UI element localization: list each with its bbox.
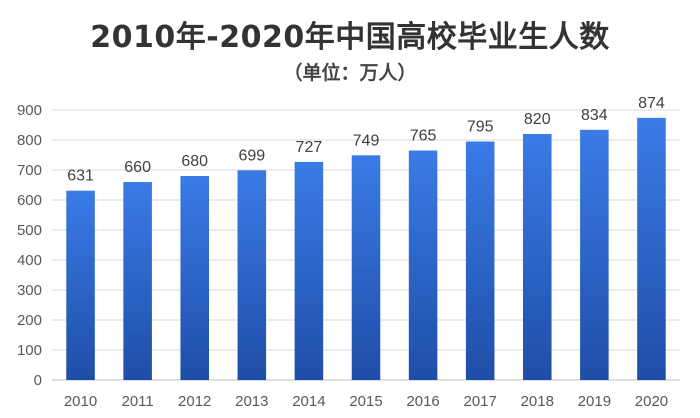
bar-2013 [237,170,267,380]
chart-title: 2010年-2020年中国高校毕业生人数 [90,20,610,55]
x-tick-label: 2012 [178,393,211,410]
x-tick-label: 2010 [64,393,97,410]
data-label: 874 [638,95,665,112]
data-label: 631 [67,168,94,185]
data-label: 680 [181,153,208,170]
bar-2010 [66,190,95,380]
data-label: 795 [467,119,494,136]
x-tick-label: 2014 [292,393,325,410]
data-label: 749 [353,132,380,149]
y-tick-label: 600 [17,192,42,209]
bar-2020 [637,117,666,381]
bar-2014 [294,161,324,380]
data-label: 660 [124,159,151,176]
data-label: 820 [524,111,551,128]
y-tick-label: 200 [17,312,42,329]
data-label: 727 [296,139,323,156]
bar-2015 [351,155,381,380]
y-tick-label: 500 [17,222,42,239]
bar-2018 [523,134,552,380]
bar-2012 [180,176,209,380]
x-tick-label: 2011 [122,393,154,410]
x-tick-label: 2013 [235,393,268,410]
data-label: 699 [238,147,265,164]
y-tick-label: 100 [17,342,42,359]
data-label: 765 [410,128,437,145]
y-tick-label: 400 [17,252,42,269]
y-tick-label: 0 [34,372,42,389]
bar-2017 [465,141,495,380]
bar-2019 [580,129,609,380]
x-tick-label: 2017 [463,393,496,410]
data-label: 834 [581,107,608,124]
y-tick-label: 900 [17,102,42,119]
chart-subtitle: （单位：万人） [283,62,417,84]
bar-2011 [123,182,152,380]
y-tick-label: 800 [17,132,42,149]
y-tick-label: 700 [17,162,42,179]
x-tick-label: 2019 [578,393,611,410]
x-tick-label: 2020 [635,393,668,410]
x-tick-label: 2015 [349,393,382,410]
bar-2016 [408,150,438,380]
x-tick-label: 2018 [521,393,554,410]
x-tick-label: 2016 [406,393,439,410]
y-tick-label: 300 [17,282,42,299]
